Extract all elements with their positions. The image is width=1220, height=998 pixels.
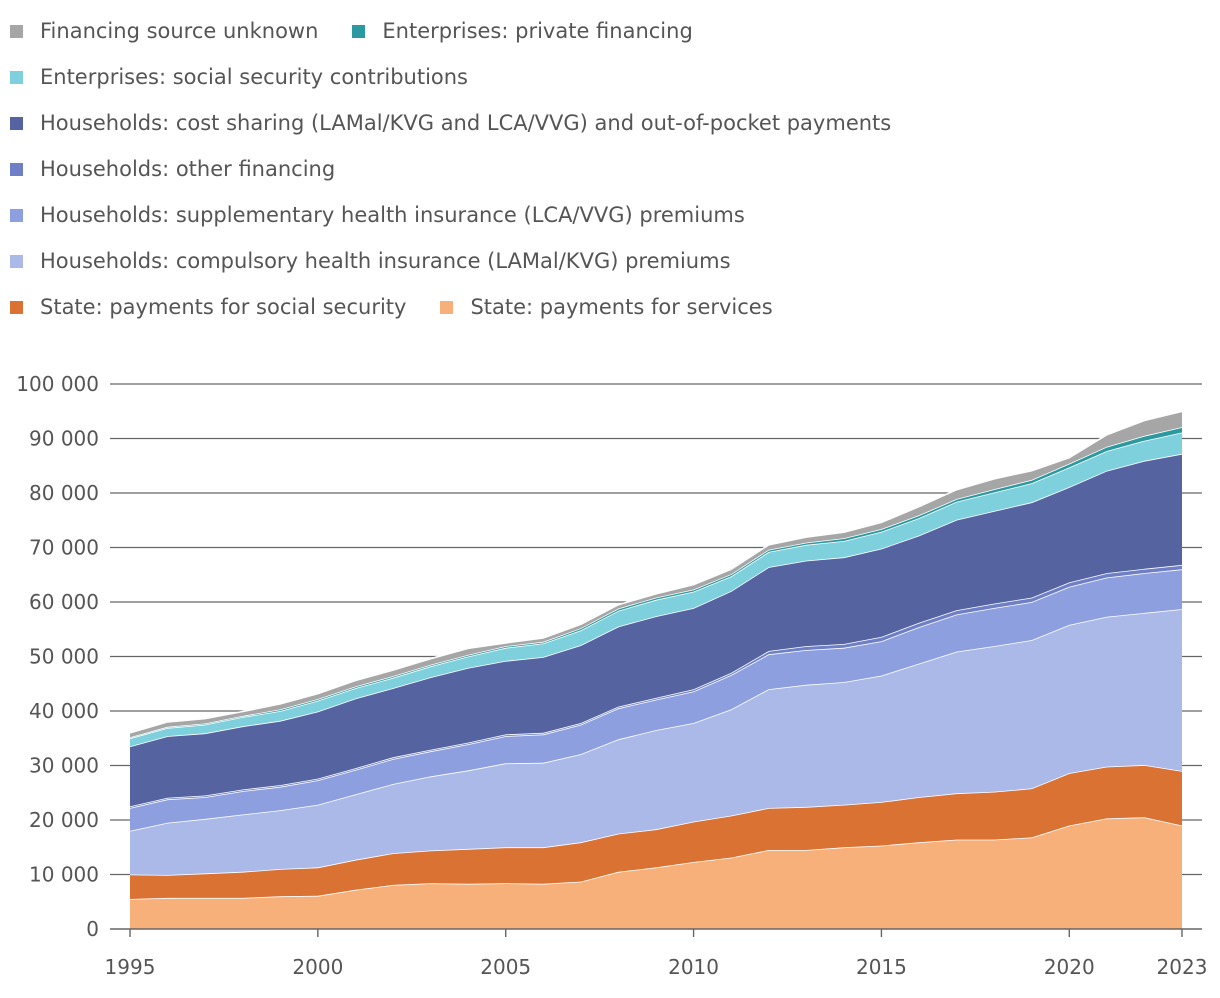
legend-label: Households: compulsory health insurance … — [40, 249, 731, 273]
y-tick-label: 30 000 — [29, 754, 99, 778]
x-tick-label: 1995 — [105, 955, 156, 979]
legend-row: Financing source unknown Enterprises: pr… — [10, 8, 1210, 54]
y-tick-label: 50 000 — [29, 645, 99, 669]
legend-swatch — [440, 300, 454, 314]
legend-swatch — [10, 254, 23, 268]
legend-item-state-services[interactable]: State: payments for services — [440, 295, 773, 319]
legend-item-households-compulsory[interactable]: Households: compulsory health insurance … — [10, 249, 731, 273]
y-tick-label: 60 000 — [29, 590, 99, 614]
legend-item-households-supplementary[interactable]: Households: supplementary health insuran… — [10, 203, 745, 227]
x-tick-label: 2010 — [668, 955, 719, 979]
legend-item-households-other[interactable]: Households: other financing — [10, 157, 335, 181]
legend-swatch — [10, 24, 23, 38]
legend-item-enterprises-private[interactable]: Enterprises: private financing — [352, 19, 693, 43]
legend-row: Households: supplementary health insuran… — [10, 192, 1210, 238]
x-tick-label: 2015 — [856, 955, 907, 979]
x-tick-label: 2023 — [1157, 955, 1208, 979]
legend-item-financing-unknown[interactable]: Financing source unknown — [10, 19, 318, 43]
legend-item-state-social-security[interactable]: State: payments for social security — [10, 295, 406, 319]
legend-label: Enterprises: social security contributio… — [40, 65, 468, 89]
legend-swatch — [10, 300, 23, 314]
legend-swatch — [10, 162, 23, 176]
legend-swatch — [10, 70, 23, 84]
legend-row: Enterprises: social security contributio… — [10, 54, 1210, 100]
x-tick-label: 2020 — [1044, 955, 1095, 979]
area-series-0[interactable] — [130, 817, 1182, 929]
area-series-1[interactable] — [130, 765, 1182, 899]
legend-swatch — [10, 208, 23, 222]
area-series-5[interactable] — [130, 453, 1182, 807]
legend-swatch — [352, 24, 366, 38]
legend-row: State: payments for social security Stat… — [10, 284, 1210, 330]
legend-label: Households: other financing — [40, 157, 336, 181]
x-tick-label: 2000 — [292, 955, 343, 979]
y-tick-label: 100 000 — [16, 372, 99, 396]
legend-label: Households: supplementary health insuran… — [40, 203, 745, 227]
legend-swatch — [10, 116, 23, 130]
y-tick-label: 80 000 — [29, 481, 99, 505]
y-tick-label: 0 — [86, 917, 99, 941]
y-tick-label: 40 000 — [29, 699, 99, 723]
legend-item-enterprises-social-security[interactable]: Enterprises: social security contributio… — [10, 65, 468, 89]
legend-label: Households: cost sharing (LAMal/KVG and … — [40, 111, 892, 135]
y-tick-label: 70 000 — [29, 536, 99, 560]
chart-legend: Financing source unknown Enterprises: pr… — [10, 8, 1210, 330]
legend-label: State: payments for social security — [40, 295, 407, 319]
legend-label: Financing source unknown — [40, 19, 319, 43]
legend-row: Households: compulsory health insurance … — [10, 238, 1210, 284]
legend-label: State: payments for services — [470, 295, 773, 319]
area-series-4[interactable] — [130, 564, 1182, 808]
legend-row: Households: cost sharing (LAMal/KVG and … — [10, 100, 1210, 146]
y-tick-label: 90 000 — [29, 427, 99, 451]
y-tick-label: 10 000 — [29, 863, 99, 887]
area-series-2[interactable] — [130, 609, 1182, 875]
area-layer — [129, 410, 1183, 929]
legend-label: Enterprises: private financing — [382, 19, 693, 43]
area-series-edge — [129, 410, 1183, 734]
axis-layer: 0 10 000 20 000 30 000 40 000 50 000 60 000 70 … — [16, 372, 1207, 979]
legend-row: Households: other financing — [10, 146, 1210, 192]
y-tick-label: 20 000 — [29, 808, 99, 832]
x-tick-label: 2005 — [480, 955, 531, 979]
legend-item-households-cost-sharing[interactable]: Households: cost sharing (LAMal/KVG and … — [10, 111, 891, 135]
